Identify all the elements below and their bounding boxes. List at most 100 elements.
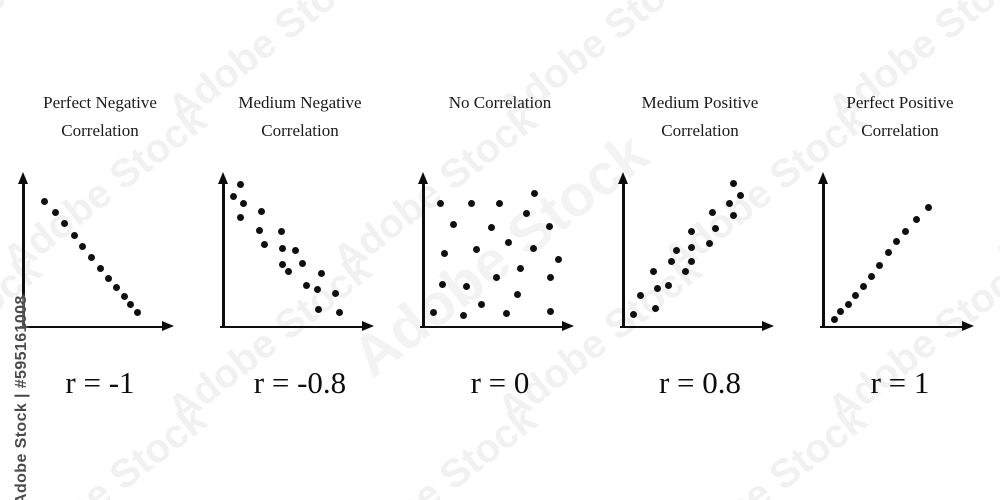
scatter-dot (260, 240, 268, 248)
scatter-dots (600, 170, 800, 335)
scatter-dot (516, 264, 524, 272)
scatter-dot (430, 309, 438, 317)
panel-title-line1: Medium Positive (641, 93, 759, 112)
scatter-dot (688, 244, 696, 252)
scatter-dot (51, 208, 59, 216)
panel-title-line2: Correlation (661, 121, 739, 140)
scatter-dot (96, 264, 104, 272)
scatter-plot-medium-negative (200, 170, 400, 335)
scatter-dot (736, 191, 744, 199)
scatter-dot (313, 286, 321, 294)
panel-no-correlation: No Correlation r = 0 (400, 0, 600, 500)
y-axis-line (222, 182, 225, 328)
panel-title-line2: Correlation (861, 121, 939, 140)
scatter-dot (104, 274, 112, 282)
scatter-dot (460, 311, 468, 319)
panel-title-line1: No Correlation (448, 93, 552, 112)
scatter-dot (70, 232, 78, 240)
scatter-dot (502, 309, 510, 317)
scatter-dot (546, 274, 554, 282)
scatter-dot (439, 280, 447, 288)
watermark-stock-id: Adobe Stock | #595161008 (13, 295, 30, 500)
x-axis-line (20, 325, 164, 329)
r-value-label: r = -1 (65, 365, 135, 400)
scatter-dot (673, 247, 681, 255)
x-axis-arrowhead-icon (762, 321, 774, 332)
scatter-dots (400, 170, 600, 335)
scatter-dot (555, 255, 563, 263)
scatter-dot (522, 209, 530, 217)
panel-title-line1: Perfect Negative (43, 93, 157, 112)
panel-title-line2: Correlation (261, 121, 339, 140)
panel-medium-positive: Medium Positive Correlation r = 0.8 (600, 0, 800, 500)
y-axis-arrowhead-icon (18, 172, 28, 184)
scatter-dot (868, 272, 876, 280)
scatter-dot (134, 308, 142, 316)
y-axis-line (422, 182, 425, 328)
x-axis-arrowhead-icon (162, 321, 174, 332)
scatter-dot (514, 290, 522, 298)
panel-title: Medium Positive Correlation (600, 89, 800, 145)
y-axis-line (622, 182, 625, 328)
scatter-dot (299, 260, 307, 268)
scatter-dot (478, 301, 486, 309)
scatter-dot (687, 258, 695, 266)
scatter-dot (712, 224, 720, 232)
panel-title: Perfect Positive Correlation (800, 89, 1000, 145)
scatter-dot (653, 284, 661, 292)
panel-medium-negative: Medium Negative Correlation r = -0.8 (200, 0, 400, 500)
y-axis-line (22, 182, 25, 328)
scatter-dot (706, 240, 714, 248)
scatter-dot (530, 190, 538, 198)
x-axis-line (620, 325, 764, 329)
scatter-dot (120, 293, 128, 301)
scatter-dot (504, 239, 512, 247)
scatter-dot (830, 315, 838, 323)
scatter-plot-perfect-negative (0, 170, 200, 335)
scatter-dot (725, 200, 733, 208)
scatter-dot (236, 180, 244, 188)
y-axis-arrowhead-icon (618, 172, 628, 184)
scatter-dot (636, 292, 644, 300)
r-value-label: r = 0.8 (658, 365, 742, 400)
x-axis-arrowhead-icon (562, 321, 574, 332)
scatter-dot (473, 245, 481, 253)
scatter-dot (844, 300, 852, 308)
scatter-dot (668, 258, 676, 266)
panel-title: Medium Negative Correlation (200, 89, 400, 145)
scatter-dot (462, 283, 470, 291)
panel-perfect-negative: Perfect Negative Correlation r = -1 (0, 0, 200, 500)
scatter-dot (236, 214, 244, 222)
scatter-dot (317, 269, 325, 277)
scatter-dot (255, 226, 263, 234)
x-axis-line (820, 325, 964, 329)
y-axis-arrowhead-icon (818, 172, 828, 184)
panel-perfect-positive: Perfect Positive Correlation r = 1 (800, 0, 1000, 500)
panel-title-line1: Medium Negative (238, 93, 362, 112)
scatter-dot (876, 261, 884, 269)
scatter-dot (40, 198, 48, 206)
scatter-dot (440, 250, 448, 258)
scatter-dot (285, 268, 293, 276)
scatter-plot-perfect-positive (800, 170, 1000, 335)
scatter-dots (800, 170, 1000, 335)
scatter-dot (709, 209, 717, 217)
scatter-dot (335, 309, 343, 317)
scatter-dot (240, 200, 248, 208)
y-axis-line (822, 182, 825, 328)
scatter-dot (650, 268, 658, 276)
scatter-dot (901, 227, 909, 235)
r-value-label: r = 0 (470, 365, 530, 400)
scatter-dot (127, 301, 135, 309)
scatter-dot (278, 244, 286, 252)
scatter-dot (884, 249, 892, 257)
scatter-dot (852, 292, 860, 300)
scatter-dot (492, 274, 500, 282)
scatter-plot-medium-positive (600, 170, 800, 335)
scatter-dot (79, 243, 87, 251)
scatter-dot (651, 304, 659, 312)
scatter-dots (0, 170, 200, 335)
x-axis-arrowhead-icon (962, 321, 974, 332)
scatter-dot (837, 308, 845, 316)
